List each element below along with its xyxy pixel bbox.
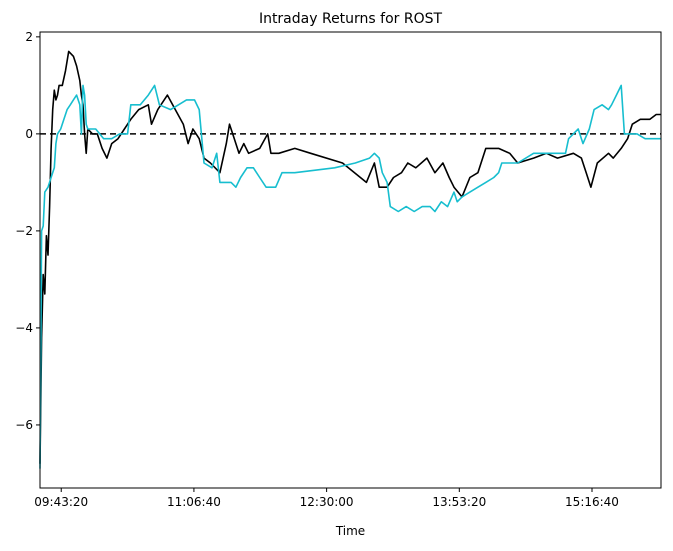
y-tick-label: −6: [15, 418, 33, 432]
x-tick-label: 15:16:40: [565, 495, 619, 509]
series-line-2: [39, 84, 661, 469]
x-tick-label: 13:53:20: [432, 495, 486, 509]
chart-title: Intraday Returns for ROST: [259, 11, 443, 27]
x-tick-label: 09:43:20: [34, 495, 88, 509]
plot-frame: [39, 31, 662, 489]
y-axis: −6 −4 −2 0 2: [15, 30, 40, 432]
y-tick-label: 2: [25, 30, 33, 44]
y-tick-label: −2: [15, 224, 33, 238]
plot-area: [39, 50, 661, 469]
x-axis: 09:43:20 11:06:40 12:30:00 13:53:20 15:16:40: [34, 488, 619, 509]
x-tick-label: 12:30:00: [300, 495, 354, 509]
series-line-1: [39, 50, 661, 464]
x-tick-label: 11:06:40: [167, 495, 221, 509]
y-tick-label: −4: [15, 321, 33, 335]
x-axis-label: Time: [335, 524, 365, 538]
y-tick-label: 0: [25, 127, 33, 141]
